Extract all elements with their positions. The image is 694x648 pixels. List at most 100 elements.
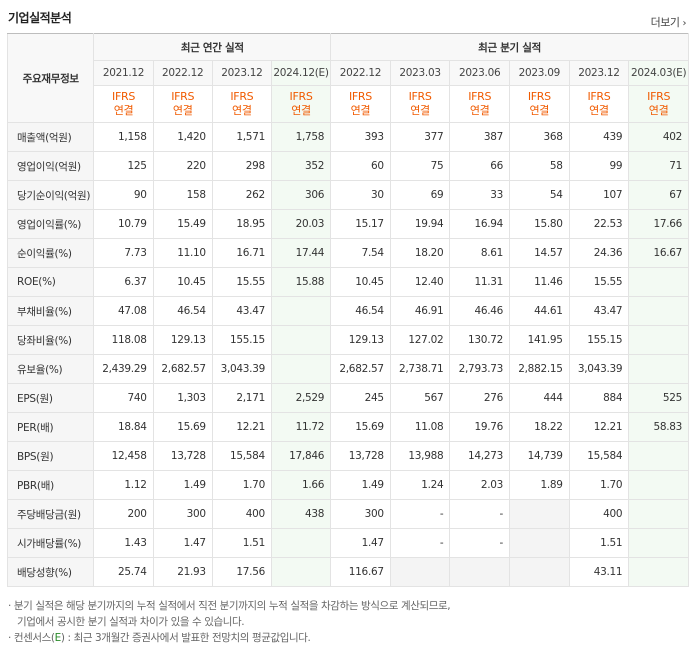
value-cell: 3,043.39 <box>211 354 272 384</box>
value-cell: 58 <box>509 151 570 181</box>
value-cell: 884 <box>568 383 630 413</box>
value-cell: 116.67 <box>330 557 391 587</box>
value-cell: 22.53 <box>568 209 630 239</box>
consolidated-label: 연결 <box>589 104 609 117</box>
value-cell: 54 <box>509 180 570 210</box>
value-cell: 16.67 <box>628 238 689 268</box>
footnote-1-cont: 기업에서 공시한 분기 실적과 차이가 있을 수 있습니다. <box>17 616 245 628</box>
row-label: 배당성향(%) <box>6 557 95 587</box>
value-cell: 276 <box>449 383 510 413</box>
value-cell: 17,846 <box>270 441 332 471</box>
ifrs-label: IFRS <box>468 90 492 103</box>
value-cell <box>270 557 332 587</box>
value-cell: 107 <box>568 180 630 210</box>
value-cell: 402 <box>628 122 689 152</box>
value-cell: - <box>389 528 451 558</box>
footnote-2-pre: · 컨센서스( <box>8 632 55 644</box>
row-label: 영업이익률(%) <box>6 209 95 239</box>
row-label: 시가배당률(%) <box>6 528 95 558</box>
value-cell: 11.46 <box>509 267 570 297</box>
value-cell <box>628 267 689 297</box>
value-cell <box>628 354 689 384</box>
value-cell: 567 <box>389 383 451 413</box>
row-label: BPS(원) <box>6 441 95 471</box>
value-cell: 10.79 <box>93 209 154 239</box>
table-row: 주당배당금(원) 200 300 400 438 300- -400 <box>6 499 689 529</box>
ifrs-label: IFRS <box>348 90 372 103</box>
value-cell: 13,728 <box>152 441 213 471</box>
value-cell: 368 <box>509 122 570 152</box>
value-cell: 14.57 <box>509 238 570 268</box>
period-header-annual: 2022.12 <box>152 60 213 86</box>
value-cell: 118.08 <box>93 325 154 355</box>
value-cell: 155.15 <box>568 325 630 355</box>
section-title: 기업실적분석 <box>8 11 72 25</box>
value-cell: 1,758 <box>270 122 332 152</box>
value-cell: 1.49 <box>152 470 213 500</box>
value-cell: 46.54 <box>330 296 391 326</box>
row-label: 영업이익(억원) <box>6 151 95 181</box>
value-cell: 99 <box>568 151 630 181</box>
value-cell: 18.95 <box>211 209 272 239</box>
value-cell: 352 <box>270 151 332 181</box>
value-cell: 15.88 <box>270 267 332 297</box>
value-cell: - <box>389 499 451 529</box>
more-link[interactable]: 더보기 › <box>650 14 687 30</box>
value-cell: 19.76 <box>449 412 510 442</box>
value-cell: 1.66 <box>270 470 332 500</box>
value-cell: 2,171 <box>211 383 272 413</box>
row-label: ROE(%) <box>6 267 95 297</box>
period-header-quarter: 2022.12 <box>330 60 391 86</box>
value-cell: 15.17 <box>330 209 391 239</box>
financial-table: 주요재무정보 최근 연간 실적 최근 분기 실적 2021.12 2022.12 2… <box>6 33 689 587</box>
value-cell: 1,158 <box>93 122 154 152</box>
table-row: 시가배당률(%) 1.43 1.47 1.51 1.47- -1.51 <box>6 528 689 558</box>
value-cell: 2.03 <box>449 470 510 500</box>
value-cell: 1.43 <box>93 528 154 558</box>
period-header-annual: 2023.12 <box>211 60 272 86</box>
value-cell: - <box>449 528 510 558</box>
row-label: 순이익률(%) <box>6 238 95 268</box>
value-cell: 10.45 <box>152 267 213 297</box>
value-cell <box>270 325 332 355</box>
value-cell: 129.13 <box>152 325 213 355</box>
table-row: 배당성향(%) 25.74 21.93 17.56 116.67 43.11 <box>6 557 689 587</box>
ifrs-label: IFRS <box>230 90 254 103</box>
value-cell: 400 <box>568 499 630 529</box>
value-cell <box>509 528 570 558</box>
value-cell: 439 <box>568 122 630 152</box>
value-cell: 43.47 <box>568 296 630 326</box>
table-row: 당좌비율(%) 118.08 129.13 155.15 129.13 127.02 130… <box>6 325 689 355</box>
value-cell: 125 <box>93 151 154 181</box>
value-cell <box>270 296 332 326</box>
value-cell: 46.91 <box>389 296 451 326</box>
value-cell: 141.95 <box>509 325 570 355</box>
value-cell: 15.55 <box>211 267 272 297</box>
ifrs-badge: IFRS 연결 <box>152 85 213 123</box>
value-cell: 200 <box>93 499 154 529</box>
row-label: PBR(배) <box>6 470 95 500</box>
period-header-quarter: 2023.03 <box>389 60 451 86</box>
more-label: 더보기 <box>650 16 680 29</box>
value-cell: 3,043.39 <box>568 354 630 384</box>
period-header-quarter: 2024.03(E) <box>628 60 689 86</box>
value-cell: 1.89 <box>509 470 570 500</box>
footnote-2: · 컨센서스(E) : 최근 3개월간 증권사에서 발표한 전망치의 평균값입니… <box>8 630 450 646</box>
value-cell <box>628 557 689 587</box>
value-cell: 46.46 <box>449 296 510 326</box>
ifrs-label: IFRS <box>112 90 136 103</box>
value-cell: 15.80 <box>509 209 570 239</box>
value-cell: 24.36 <box>568 238 630 268</box>
value-cell: 15.69 <box>330 412 391 442</box>
value-cell <box>628 528 689 558</box>
table-row: 부채비율(%) 47.08 46.54 43.47 46.54 46.91 46.46 44.… <box>6 296 689 326</box>
value-cell <box>509 557 570 587</box>
value-cell: 15,584 <box>211 441 272 471</box>
chevron-right-icon: › <box>682 18 687 29</box>
period-header-annual: 2021.12 <box>93 60 154 86</box>
value-cell: 300 <box>152 499 213 529</box>
value-cell: 1.49 <box>330 470 391 500</box>
value-cell <box>449 557 510 587</box>
value-cell: 30 <box>330 180 391 210</box>
ifrs-badge: IFRS 연결 <box>509 85 570 123</box>
